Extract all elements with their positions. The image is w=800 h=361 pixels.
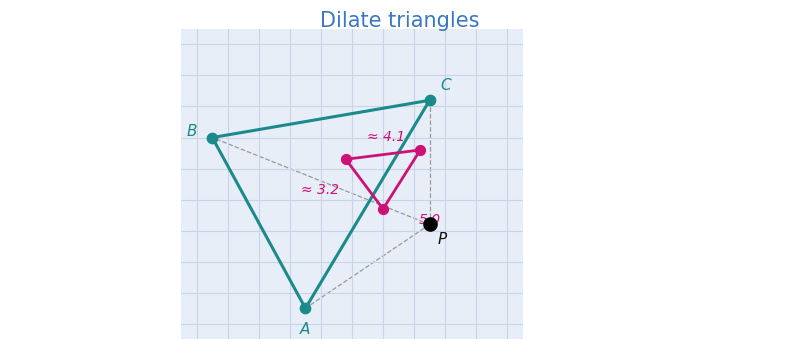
Text: C: C (441, 78, 451, 92)
Text: 5.0: 5.0 (418, 213, 441, 227)
Text: Dilate triangles: Dilate triangles (320, 11, 480, 31)
Text: B: B (186, 124, 197, 139)
Point (414, 147, 426, 153)
Point (377, 206, 390, 212)
Text: ≈ 4.1: ≈ 4.1 (367, 130, 406, 144)
Text: ≈ 3.2: ≈ 3.2 (302, 183, 339, 197)
Point (339, 156, 352, 162)
Point (423, 222, 436, 227)
Point (423, 97, 436, 103)
Text: A: A (300, 322, 310, 337)
Point (299, 305, 312, 311)
Text: P: P (438, 232, 446, 247)
Point (206, 135, 218, 140)
